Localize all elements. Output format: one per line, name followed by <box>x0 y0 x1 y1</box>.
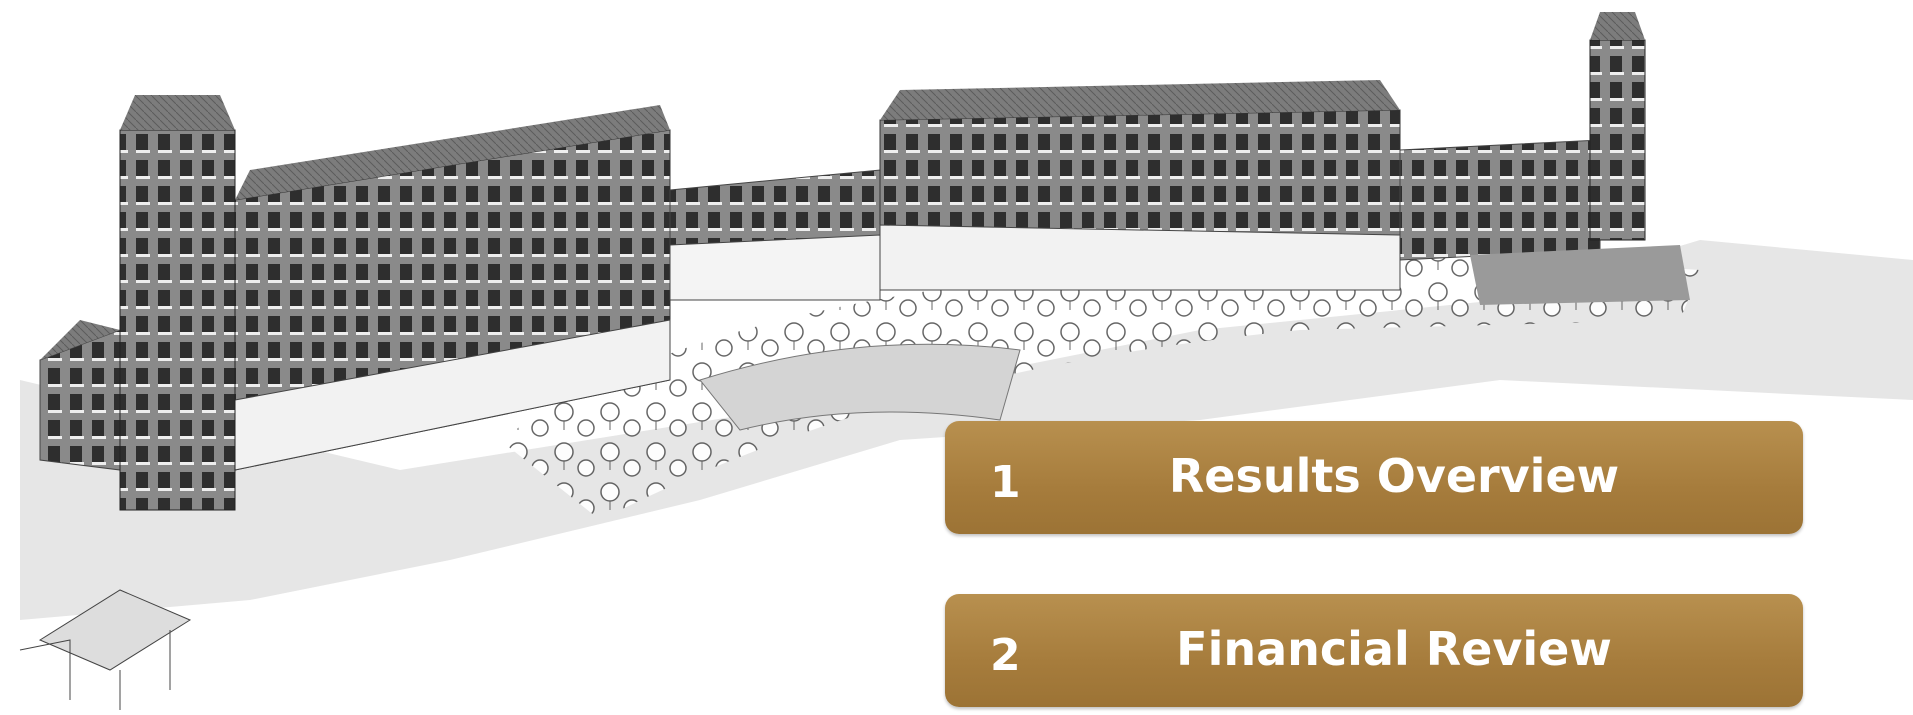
pavilion-posts <box>19 630 171 710</box>
item-label: Financial Review <box>1176 622 1612 676</box>
item-label: Results Overview <box>1168 449 1620 503</box>
pond <box>1470 245 1690 305</box>
building-wing <box>1399 139 1601 261</box>
tower-left <box>119 129 236 511</box>
storefront <box>669 234 881 301</box>
menu-item[interactable]: 2 Financial Review <box>945 594 1803 707</box>
menu-item[interactable]: 1 Results Overview <box>945 421 1803 534</box>
roof <box>880 80 1400 120</box>
arcade <box>879 224 1401 291</box>
tower-right <box>1589 39 1646 241</box>
roof <box>1590 12 1645 40</box>
roof <box>40 320 120 360</box>
roof <box>120 95 235 130</box>
trees <box>500 250 1700 520</box>
roof <box>235 105 670 200</box>
item-number: 1 <box>990 457 1021 508</box>
plaza <box>699 343 1021 431</box>
item-number: 2 <box>990 630 1021 681</box>
pavilion <box>38 589 192 671</box>
